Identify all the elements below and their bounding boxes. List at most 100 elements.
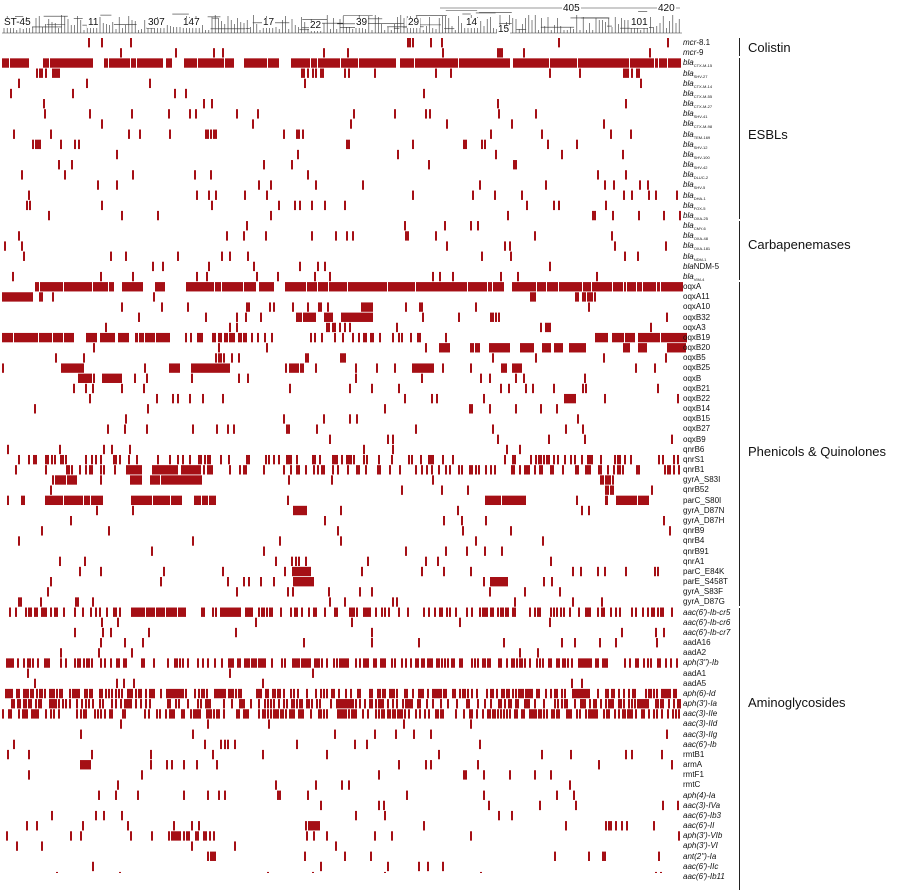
gene-present-cell	[649, 58, 654, 68]
gene-present-cell	[679, 699, 681, 709]
gene-present-cell	[466, 546, 468, 556]
gene-present-cell	[261, 607, 263, 617]
gene-present-cell	[365, 302, 367, 312]
gene-present-cell	[621, 627, 623, 638]
gene-present-cell	[542, 536, 544, 546]
gene-present-cell	[615, 638, 617, 648]
gene-present-cell	[160, 688, 162, 699]
gene-present-cell	[485, 495, 493, 506]
gene-present-cell	[489, 404, 491, 414]
gene-label: blaCMY-6	[683, 221, 706, 232]
gene-present-cell	[348, 68, 350, 78]
gene-present-cell	[569, 780, 571, 790]
gene-present-cell	[631, 699, 633, 709]
gene-present-cell	[197, 831, 199, 841]
gene-present-cell	[4, 241, 6, 251]
gene-present-cell	[72, 58, 81, 68]
gene-present-cell	[592, 709, 594, 719]
gene-present-cell	[229, 668, 231, 678]
gene-label: blaNDM-1	[683, 251, 707, 262]
gene-present-cell	[224, 739, 226, 750]
gene-present-cell	[608, 821, 610, 831]
gene-present-cell	[41, 688, 43, 699]
gene-present-cell	[297, 688, 299, 699]
gene-present-cell	[371, 383, 373, 394]
gene-present-cell	[75, 475, 77, 485]
gene-present-cell	[447, 282, 453, 292]
gene-label: oqxB15	[683, 414, 711, 424]
gene-present-cell	[306, 688, 308, 699]
gene-label: gyrA_S83F	[683, 587, 724, 597]
gene-present-cell	[266, 190, 268, 200]
gene-present-cell	[183, 831, 185, 841]
gene-present-cell	[425, 343, 427, 353]
gene-present-cell	[373, 658, 375, 668]
gene-present-cell	[92, 861, 94, 872]
gene-present-cell	[588, 709, 590, 719]
gene-present-cell	[290, 607, 292, 617]
gene-present-cell	[298, 709, 300, 719]
gene-present-cell	[540, 322, 542, 333]
gene-present-cell	[396, 282, 406, 292]
gene-present-cell	[669, 526, 671, 536]
gene-present-cell	[502, 495, 513, 506]
gene-present-cell	[322, 68, 324, 78]
gene-present-cell	[308, 821, 310, 831]
gene-present-cell	[577, 465, 579, 475]
gene-present-cell	[384, 658, 386, 668]
gene-present-cell	[405, 546, 407, 556]
gene-present-cell	[566, 393, 568, 404]
gene-present-cell	[210, 709, 212, 719]
gene-present-cell	[116, 678, 118, 689]
gene-present-cell	[588, 688, 590, 699]
gene-present-cell	[148, 627, 150, 638]
gene-present-cell	[554, 699, 556, 709]
gene-present-cell	[17, 658, 19, 668]
gene-present-cell	[121, 383, 123, 394]
gene-present-cell	[648, 709, 650, 719]
gene-present-cell	[56, 688, 58, 699]
gene-present-cell	[299, 505, 301, 516]
gene-present-cell	[543, 577, 545, 587]
gene-present-cell	[555, 282, 558, 292]
st-label: 307	[147, 17, 166, 28]
gene-present-cell	[565, 821, 567, 831]
st-label: 405	[562, 3, 581, 14]
gene-present-cell	[227, 739, 229, 750]
gene-present-cell	[64, 332, 74, 343]
gene-present-cell	[594, 210, 596, 221]
gene-present-cell	[610, 821, 612, 831]
gene-present-cell	[441, 38, 443, 48]
gene-present-cell	[202, 495, 208, 506]
gene-present-cell	[461, 515, 463, 526]
gene-present-cell	[171, 363, 177, 373]
gene-present-cell	[13, 739, 15, 750]
gene-present-cell	[386, 58, 388, 68]
gene-present-cell	[356, 414, 358, 424]
gene-present-cell	[134, 373, 136, 383]
gene-present-cell	[484, 546, 486, 556]
gene-present-cell	[660, 699, 662, 709]
gene-present-cell	[84, 688, 86, 699]
gene-present-cell	[442, 454, 444, 465]
gene-present-cell	[320, 688, 322, 699]
gene-present-cell	[413, 729, 415, 739]
gene-present-cell	[218, 332, 220, 343]
gene-present-cell	[480, 871, 482, 873]
gene-present-cell	[294, 607, 296, 617]
gene-present-cell	[95, 454, 97, 465]
gene-present-cell	[10, 58, 21, 68]
gene-present-cell	[199, 332, 201, 343]
gene-present-cell	[436, 282, 447, 292]
gene-present-cell	[131, 495, 142, 506]
gene-present-cell	[613, 180, 615, 190]
gene-present-cell	[100, 454, 102, 465]
gene-present-cell	[114, 373, 119, 383]
gene-present-cell	[440, 688, 442, 699]
gene-present-cell	[418, 638, 420, 648]
gene-present-cell	[27, 658, 29, 668]
gene-present-cell	[459, 617, 461, 628]
gene-present-cell	[515, 404, 517, 414]
gene-present-cell	[350, 454, 352, 465]
gene-present-cell	[303, 68, 305, 78]
